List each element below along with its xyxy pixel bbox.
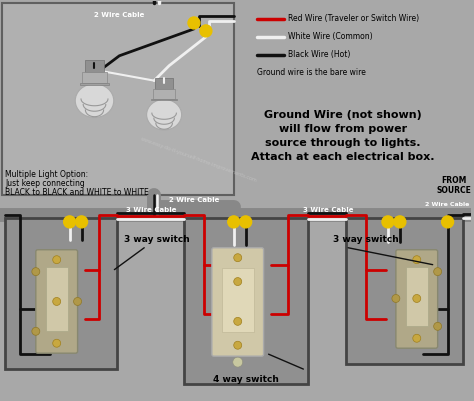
- Circle shape: [434, 267, 442, 275]
- Ellipse shape: [75, 84, 114, 117]
- FancyBboxPatch shape: [396, 250, 438, 348]
- Circle shape: [234, 254, 242, 262]
- Circle shape: [53, 256, 61, 264]
- Circle shape: [200, 25, 212, 37]
- Text: 3 way switch: 3 way switch: [124, 235, 190, 244]
- Bar: [85, 60, 104, 72]
- Circle shape: [234, 341, 242, 349]
- Circle shape: [188, 17, 200, 29]
- Ellipse shape: [146, 99, 182, 130]
- Circle shape: [234, 277, 242, 286]
- Text: Black Wire (Hot): Black Wire (Hot): [289, 50, 351, 59]
- Circle shape: [413, 294, 421, 302]
- Text: Multiple Light Option:: Multiple Light Option:: [5, 170, 88, 179]
- Circle shape: [53, 298, 61, 306]
- Bar: [153, 89, 175, 99]
- Circle shape: [382, 216, 394, 228]
- Text: 2 Wire Cable: 2 Wire Cable: [94, 12, 145, 18]
- Circle shape: [234, 317, 242, 325]
- Circle shape: [53, 339, 61, 347]
- Circle shape: [392, 294, 400, 302]
- Text: Just keep connecting: Just keep connecting: [5, 179, 85, 188]
- Circle shape: [442, 216, 454, 228]
- Circle shape: [32, 327, 40, 335]
- Bar: [151, 99, 177, 101]
- Circle shape: [32, 267, 40, 275]
- Text: Red Wire (Traveler or Switch Wire): Red Wire (Traveler or Switch Wire): [289, 14, 419, 24]
- Text: FROM
SOURCE: FROM SOURCE: [436, 176, 471, 195]
- Text: Ground Wire (not shown): Ground Wire (not shown): [264, 110, 422, 120]
- Bar: [46, 267, 68, 331]
- Bar: [155, 78, 173, 89]
- Text: Attach at each electrical box.: Attach at each electrical box.: [251, 152, 435, 162]
- Circle shape: [434, 322, 442, 330]
- Text: 3 way switch: 3 way switch: [333, 235, 399, 244]
- Circle shape: [64, 216, 75, 228]
- Text: will flow from power: will flow from power: [279, 124, 407, 134]
- Circle shape: [240, 216, 252, 228]
- Circle shape: [394, 216, 406, 228]
- Text: 2 Wire Cable: 2 Wire Cable: [426, 203, 470, 207]
- FancyBboxPatch shape: [212, 248, 264, 356]
- Text: Ground wire is the bare wire: Ground wire is the bare wire: [256, 68, 365, 77]
- Bar: [5, 218, 118, 369]
- Bar: [406, 267, 428, 326]
- Bar: [2, 3, 234, 195]
- Bar: [82, 72, 107, 83]
- FancyBboxPatch shape: [36, 250, 78, 353]
- Text: 3 Wire Cable: 3 Wire Cable: [126, 207, 176, 213]
- Text: 2 Wire Cable: 2 Wire Cable: [169, 197, 219, 203]
- Bar: [222, 267, 254, 332]
- Circle shape: [228, 216, 240, 228]
- Text: 4 way switch: 4 way switch: [213, 375, 279, 383]
- Bar: [80, 83, 109, 85]
- Text: www.easy-do-it-yourself-home-improvements.com: www.easy-do-it-yourself-home-improvement…: [140, 137, 258, 184]
- Text: BLACK to BLACK and WHITE to WHITE: BLACK to BLACK and WHITE to WHITE: [5, 188, 149, 197]
- Circle shape: [413, 334, 421, 342]
- Circle shape: [75, 216, 88, 228]
- Bar: [184, 218, 309, 384]
- Text: 3 Wire Cable: 3 Wire Cable: [303, 207, 354, 213]
- Text: source through to lights.: source through to lights.: [265, 138, 421, 148]
- Text: White Wire (Common): White Wire (Common): [289, 32, 373, 41]
- Circle shape: [73, 298, 82, 306]
- Circle shape: [233, 357, 243, 367]
- Bar: [346, 218, 463, 364]
- Circle shape: [413, 256, 421, 264]
